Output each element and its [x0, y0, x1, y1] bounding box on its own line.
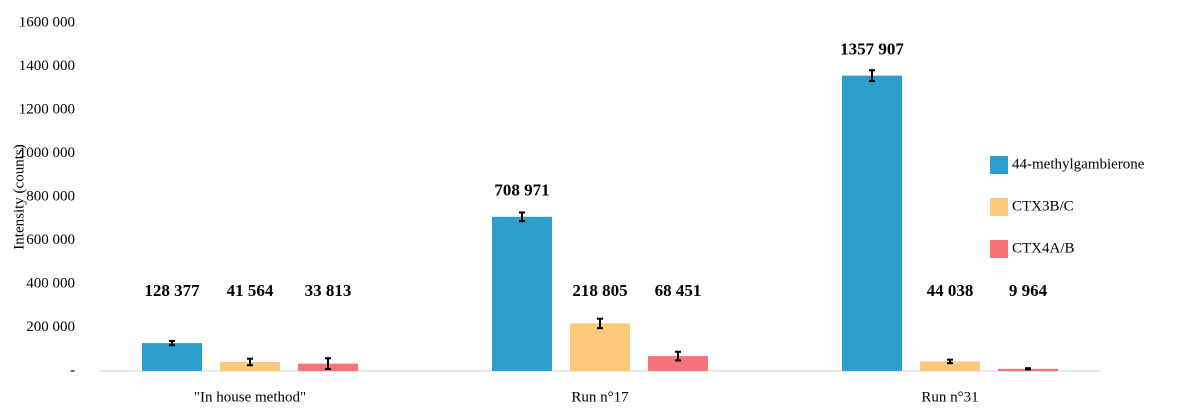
- error-bar: [1025, 367, 1031, 371]
- error-bar: [947, 358, 953, 365]
- value-label: 708 971: [494, 181, 549, 200]
- legend-label: CTX3B/C: [1012, 198, 1074, 214]
- y-tick-label: 600 000: [26, 232, 75, 248]
- bar: [842, 75, 902, 372]
- legend-swatch: [990, 240, 1008, 258]
- error-bar: [169, 339, 175, 347]
- value-label: 41 564: [227, 281, 274, 300]
- bar: [570, 323, 630, 371]
- bar: [920, 361, 980, 371]
- y-tick-label: 1000 000: [19, 145, 75, 161]
- error-bar: [247, 357, 253, 367]
- bar: [648, 356, 708, 371]
- value-label: 218 805: [572, 281, 627, 300]
- y-tick-label: -: [70, 362, 75, 378]
- y-tick-label: 1200 000: [19, 101, 75, 117]
- value-label: 68 451: [655, 281, 702, 300]
- y-tick-label: 1400 000: [19, 58, 75, 74]
- legend-label: 44-methylgambierone: [1012, 156, 1145, 172]
- x-tick-label: "In house method": [194, 389, 306, 405]
- error-bar: [325, 357, 331, 371]
- error-bar: [675, 350, 681, 362]
- value-label: 128 377: [144, 281, 200, 300]
- legend-swatch: [990, 198, 1008, 216]
- bar: [492, 216, 552, 371]
- error-bar: [869, 69, 875, 83]
- y-tick-label: 200 000: [26, 319, 75, 335]
- error-bar: [597, 317, 603, 330]
- y-tick-label: 800 000: [26, 188, 75, 204]
- legend-swatch: [990, 156, 1008, 174]
- y-tick-label: 1600 000: [19, 14, 75, 30]
- value-label: 33 813: [305, 281, 352, 300]
- bar: [220, 361, 280, 371]
- value-label: 44 038: [927, 281, 974, 300]
- error-bar: [519, 211, 525, 223]
- bar: [142, 343, 202, 371]
- y-axis-label: Intensity (counts): [11, 144, 27, 249]
- x-tick-label: Run n°31: [921, 389, 978, 405]
- legend-label: CTX4A/B: [1012, 240, 1075, 256]
- value-label: 1357 907: [840, 40, 904, 59]
- x-tick-label: Run n°17: [571, 389, 629, 405]
- value-label: 9 964: [1009, 281, 1048, 300]
- y-tick-label: 400 000: [26, 275, 75, 291]
